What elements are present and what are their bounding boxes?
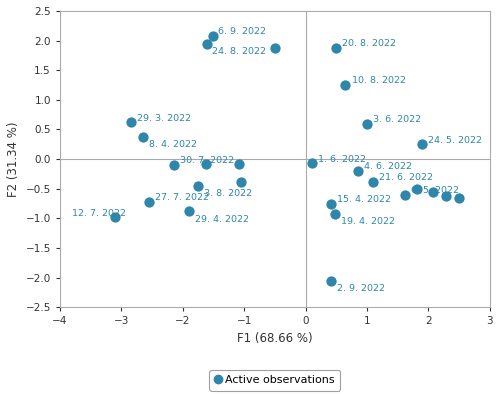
Point (328, 277, 336, 284)
Point (111, 214, 119, 220)
Point (139, 134, 147, 140)
Point (185, 208, 193, 214)
Text: 4. 6. 2022: 4. 6. 2022 (364, 162, 412, 171)
Text: 24. 5. 2022: 24. 5. 2022 (428, 136, 482, 145)
Text: 6. 9. 2022: 6. 9. 2022 (218, 27, 266, 36)
Point (308, 160, 316, 166)
Text: 27. 7. 2022: 27. 7. 2022 (155, 193, 209, 202)
Text: 15. 4. 2022: 15. 4. 2022 (338, 195, 392, 204)
Point (145, 199, 153, 205)
Point (414, 186, 422, 192)
Text: 3. 8. 2022: 3. 8. 2022 (204, 189, 252, 198)
Legend: Active observations: Active observations (210, 370, 340, 391)
Point (126, 119, 134, 126)
Text: 10. 8. 2022: 10. 8. 2022 (352, 76, 406, 85)
Point (237, 178, 245, 185)
Text: 1. 6. 2022: 1. 6. 2022 (318, 154, 366, 164)
Point (328, 201, 336, 207)
Text: 12. 7. 2022: 12. 7. 2022 (72, 208, 126, 217)
Text: 29. 4. 2022: 29. 4. 2022 (195, 214, 249, 223)
Point (342, 82, 349, 88)
Point (332, 45, 340, 51)
Point (271, 45, 279, 51)
Text: 8. 4. 2022: 8. 4. 2022 (149, 140, 197, 149)
Point (418, 141, 426, 147)
Text: 20. 8. 2022: 20. 8. 2022 (342, 39, 396, 48)
Y-axis label: F2 (31.34 %): F2 (31.34 %) (7, 121, 20, 197)
Text: 30. 7. 2022: 30. 7. 2022 (180, 156, 234, 165)
Point (442, 193, 450, 199)
Text: 6. 5. 2022: 6. 5. 2022 (411, 186, 459, 195)
Point (363, 121, 371, 127)
Point (354, 168, 362, 174)
Point (331, 210, 339, 217)
Point (194, 183, 202, 189)
Point (202, 161, 210, 167)
Point (455, 195, 463, 201)
Point (210, 33, 218, 39)
X-axis label: F1 (68.66 %): F1 (68.66 %) (237, 332, 312, 345)
Point (170, 162, 177, 168)
Text: 24. 8. 2022: 24. 8. 2022 (212, 47, 266, 56)
Text: 2. 9. 2022: 2. 9. 2022 (338, 284, 386, 293)
Point (235, 161, 243, 167)
Point (369, 178, 377, 185)
Point (401, 191, 409, 198)
Text: 29. 3. 2022: 29. 3. 2022 (136, 114, 191, 123)
Text: 21. 6. 2022: 21. 6. 2022 (379, 173, 433, 182)
Point (204, 41, 212, 47)
Point (429, 189, 437, 195)
Text: 3. 6. 2022: 3. 6. 2022 (373, 115, 421, 124)
Text: 19. 4. 2022: 19. 4. 2022 (341, 217, 395, 226)
